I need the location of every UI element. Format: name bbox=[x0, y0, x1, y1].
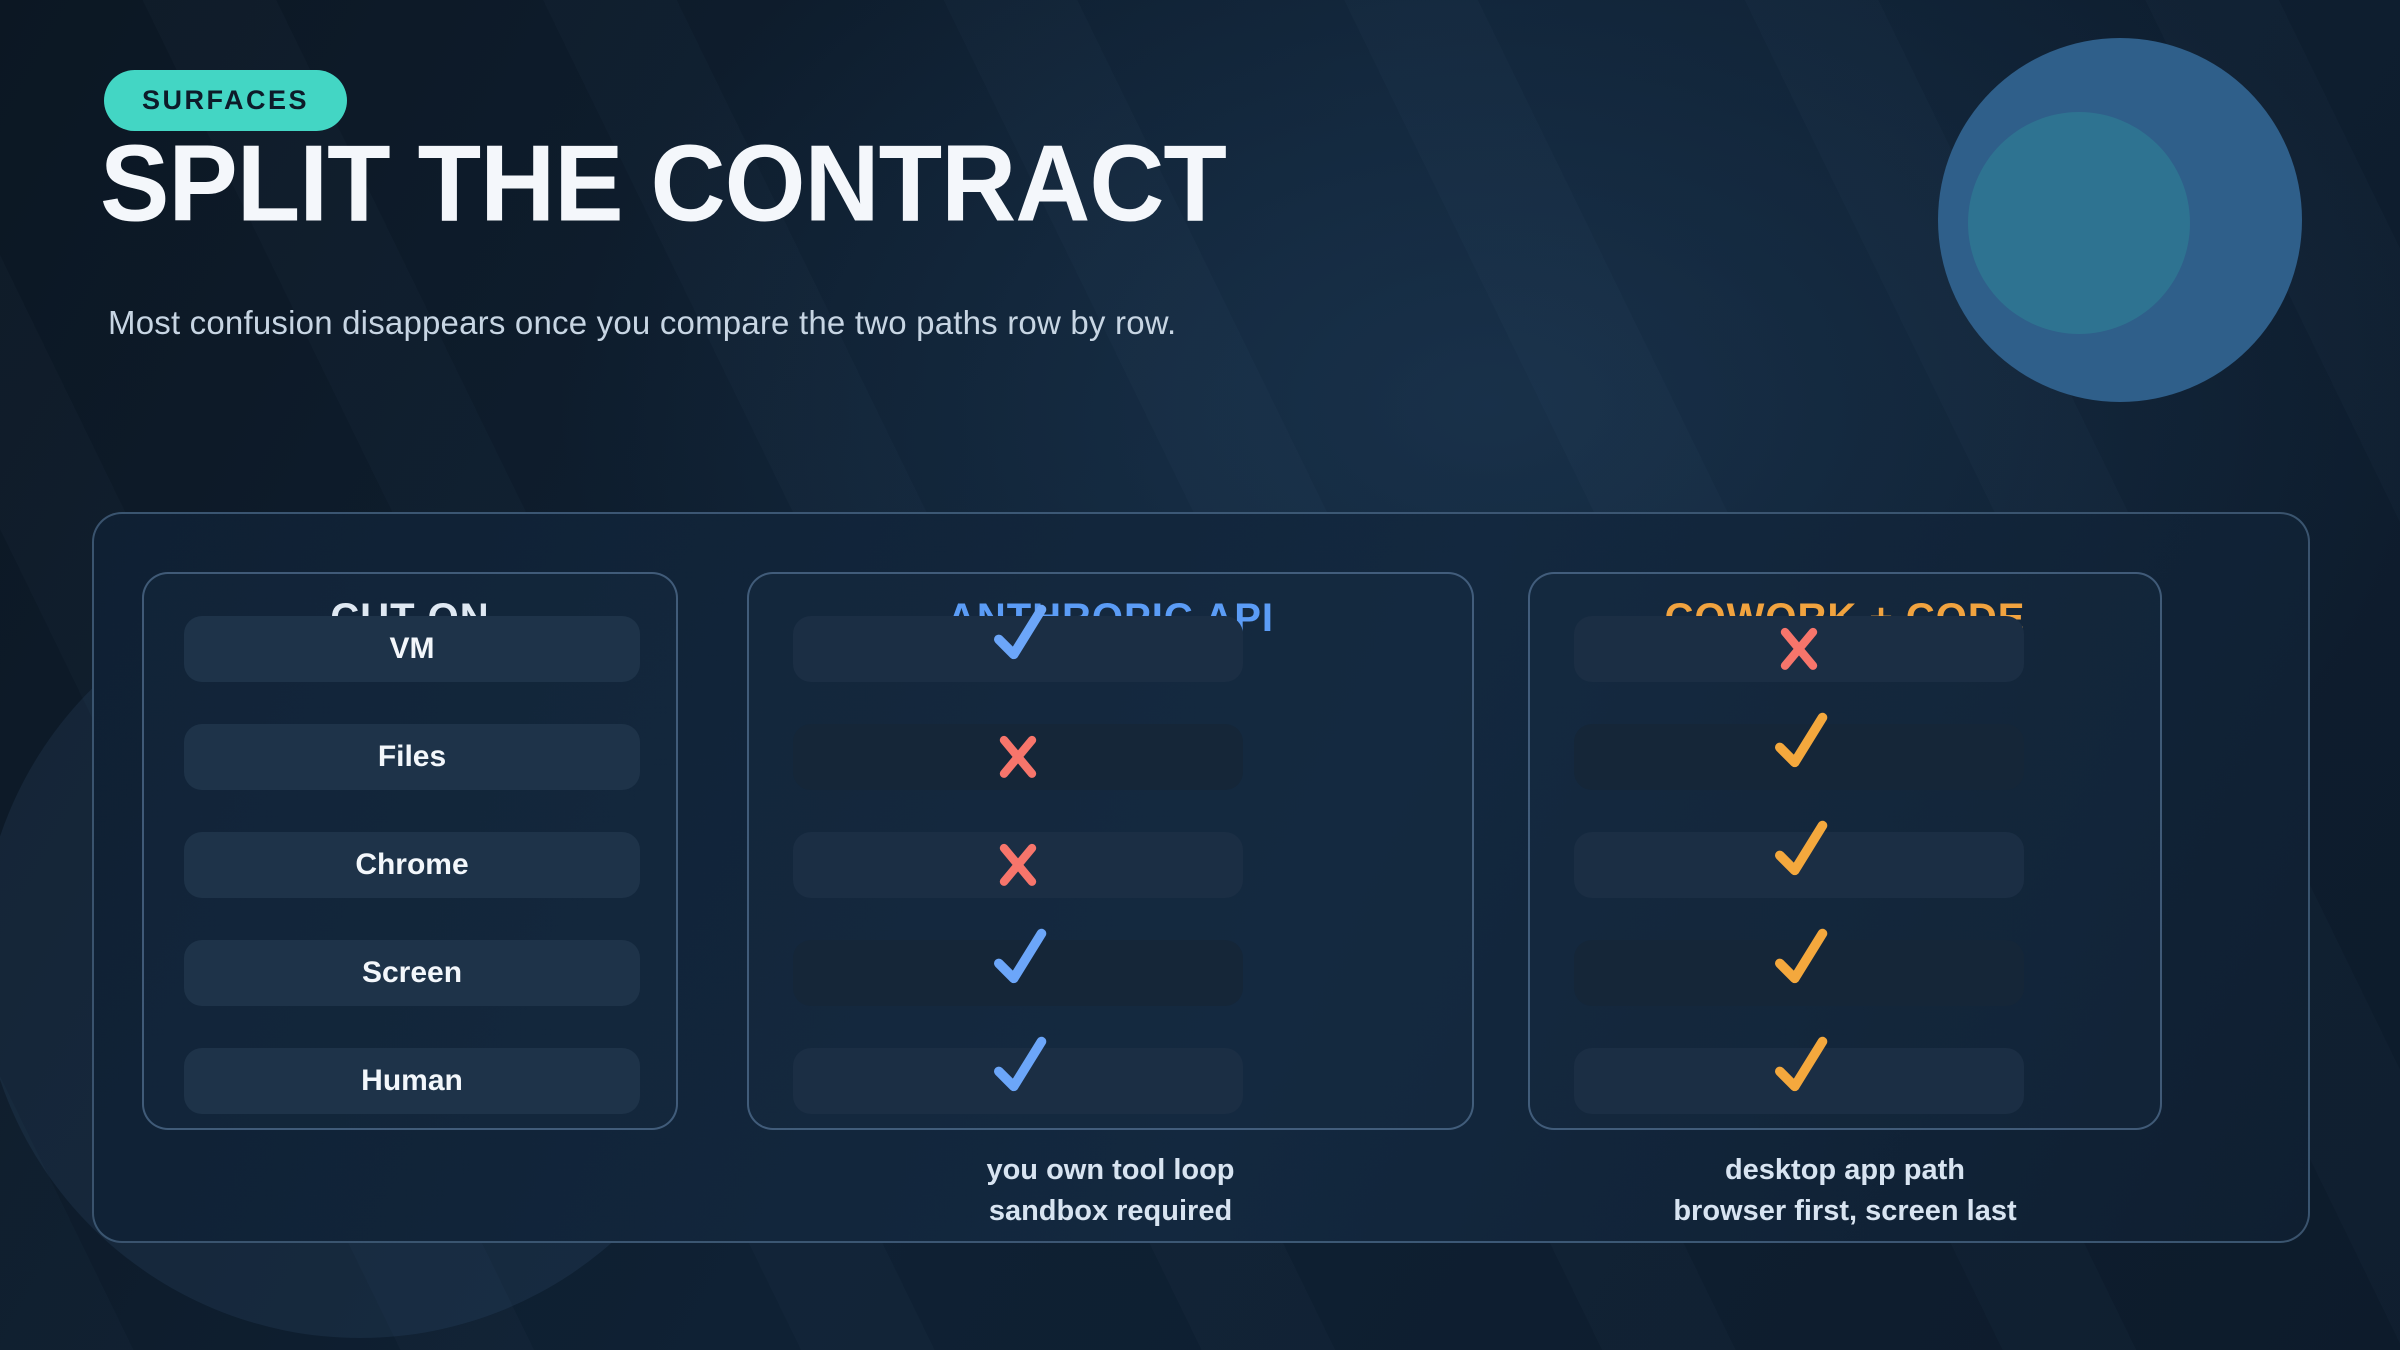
column-card-anthropic-api: ANTHROPIC API bbox=[747, 572, 1474, 1130]
row-pill-chrome-check bbox=[1574, 820, 2024, 898]
check-icon bbox=[1775, 712, 1828, 768]
row-pill-files-check bbox=[1574, 712, 2024, 790]
check-icon bbox=[1775, 928, 1828, 984]
footnote-line: desktop app path bbox=[1724, 1154, 1966, 1186]
decorative-circle-top-right-inner bbox=[1968, 112, 2190, 334]
footnote-line: you own tool loop bbox=[986, 1154, 1235, 1186]
row-pill-vm-check bbox=[793, 604, 1243, 682]
row-pill-files: Files bbox=[184, 724, 640, 790]
cross-icon bbox=[999, 843, 1037, 886]
check-icon bbox=[994, 928, 1047, 984]
page-title: SPLIT THE CONTRACT bbox=[100, 123, 1227, 245]
row-pill-human-check bbox=[793, 1036, 1243, 1114]
column-card-cowork-code: COWORK + CODE bbox=[1528, 572, 2162, 1130]
row-pill-files-cross bbox=[793, 724, 1243, 790]
rows-cut-on: VM Files Chrome Screen Human bbox=[144, 616, 676, 1156]
footnote-cowork-code: desktop app path browser first, screen l… bbox=[1528, 1150, 2162, 1231]
row-pill-vm-cross bbox=[1574, 616, 2024, 682]
row-pill-chrome: Chrome bbox=[184, 832, 640, 898]
check-icon bbox=[1775, 820, 1828, 876]
cross-icon bbox=[999, 735, 1037, 778]
row-pill-human: Human bbox=[184, 1048, 640, 1114]
cross-icon bbox=[1780, 627, 1818, 670]
footnote-line: sandbox required bbox=[988, 1194, 1233, 1227]
check-icon bbox=[994, 1036, 1047, 1092]
rows-cowork-code bbox=[1530, 616, 2160, 1156]
row-pill-screen-check bbox=[793, 928, 1243, 1006]
footnote-line: browser first, screen last bbox=[1673, 1194, 2017, 1227]
row-pill-human-check bbox=[1574, 1036, 2024, 1114]
row-pill-screen: Screen bbox=[184, 940, 640, 1006]
check-icon bbox=[1775, 1036, 1828, 1092]
page-subtitle: Most confusion disappears once you compa… bbox=[108, 304, 1177, 341]
check-icon bbox=[994, 604, 1047, 660]
row-pill-vm: VM bbox=[184, 616, 640, 682]
row-pill-screen-check bbox=[1574, 928, 2024, 1006]
rows-anthropic-api bbox=[749, 604, 1472, 1156]
row-pill-chrome-cross bbox=[793, 832, 1243, 898]
surfaces-badge: SURFACES bbox=[104, 70, 348, 131]
footnote-anthropic-api: you own tool loop sandbox required bbox=[747, 1150, 1474, 1231]
